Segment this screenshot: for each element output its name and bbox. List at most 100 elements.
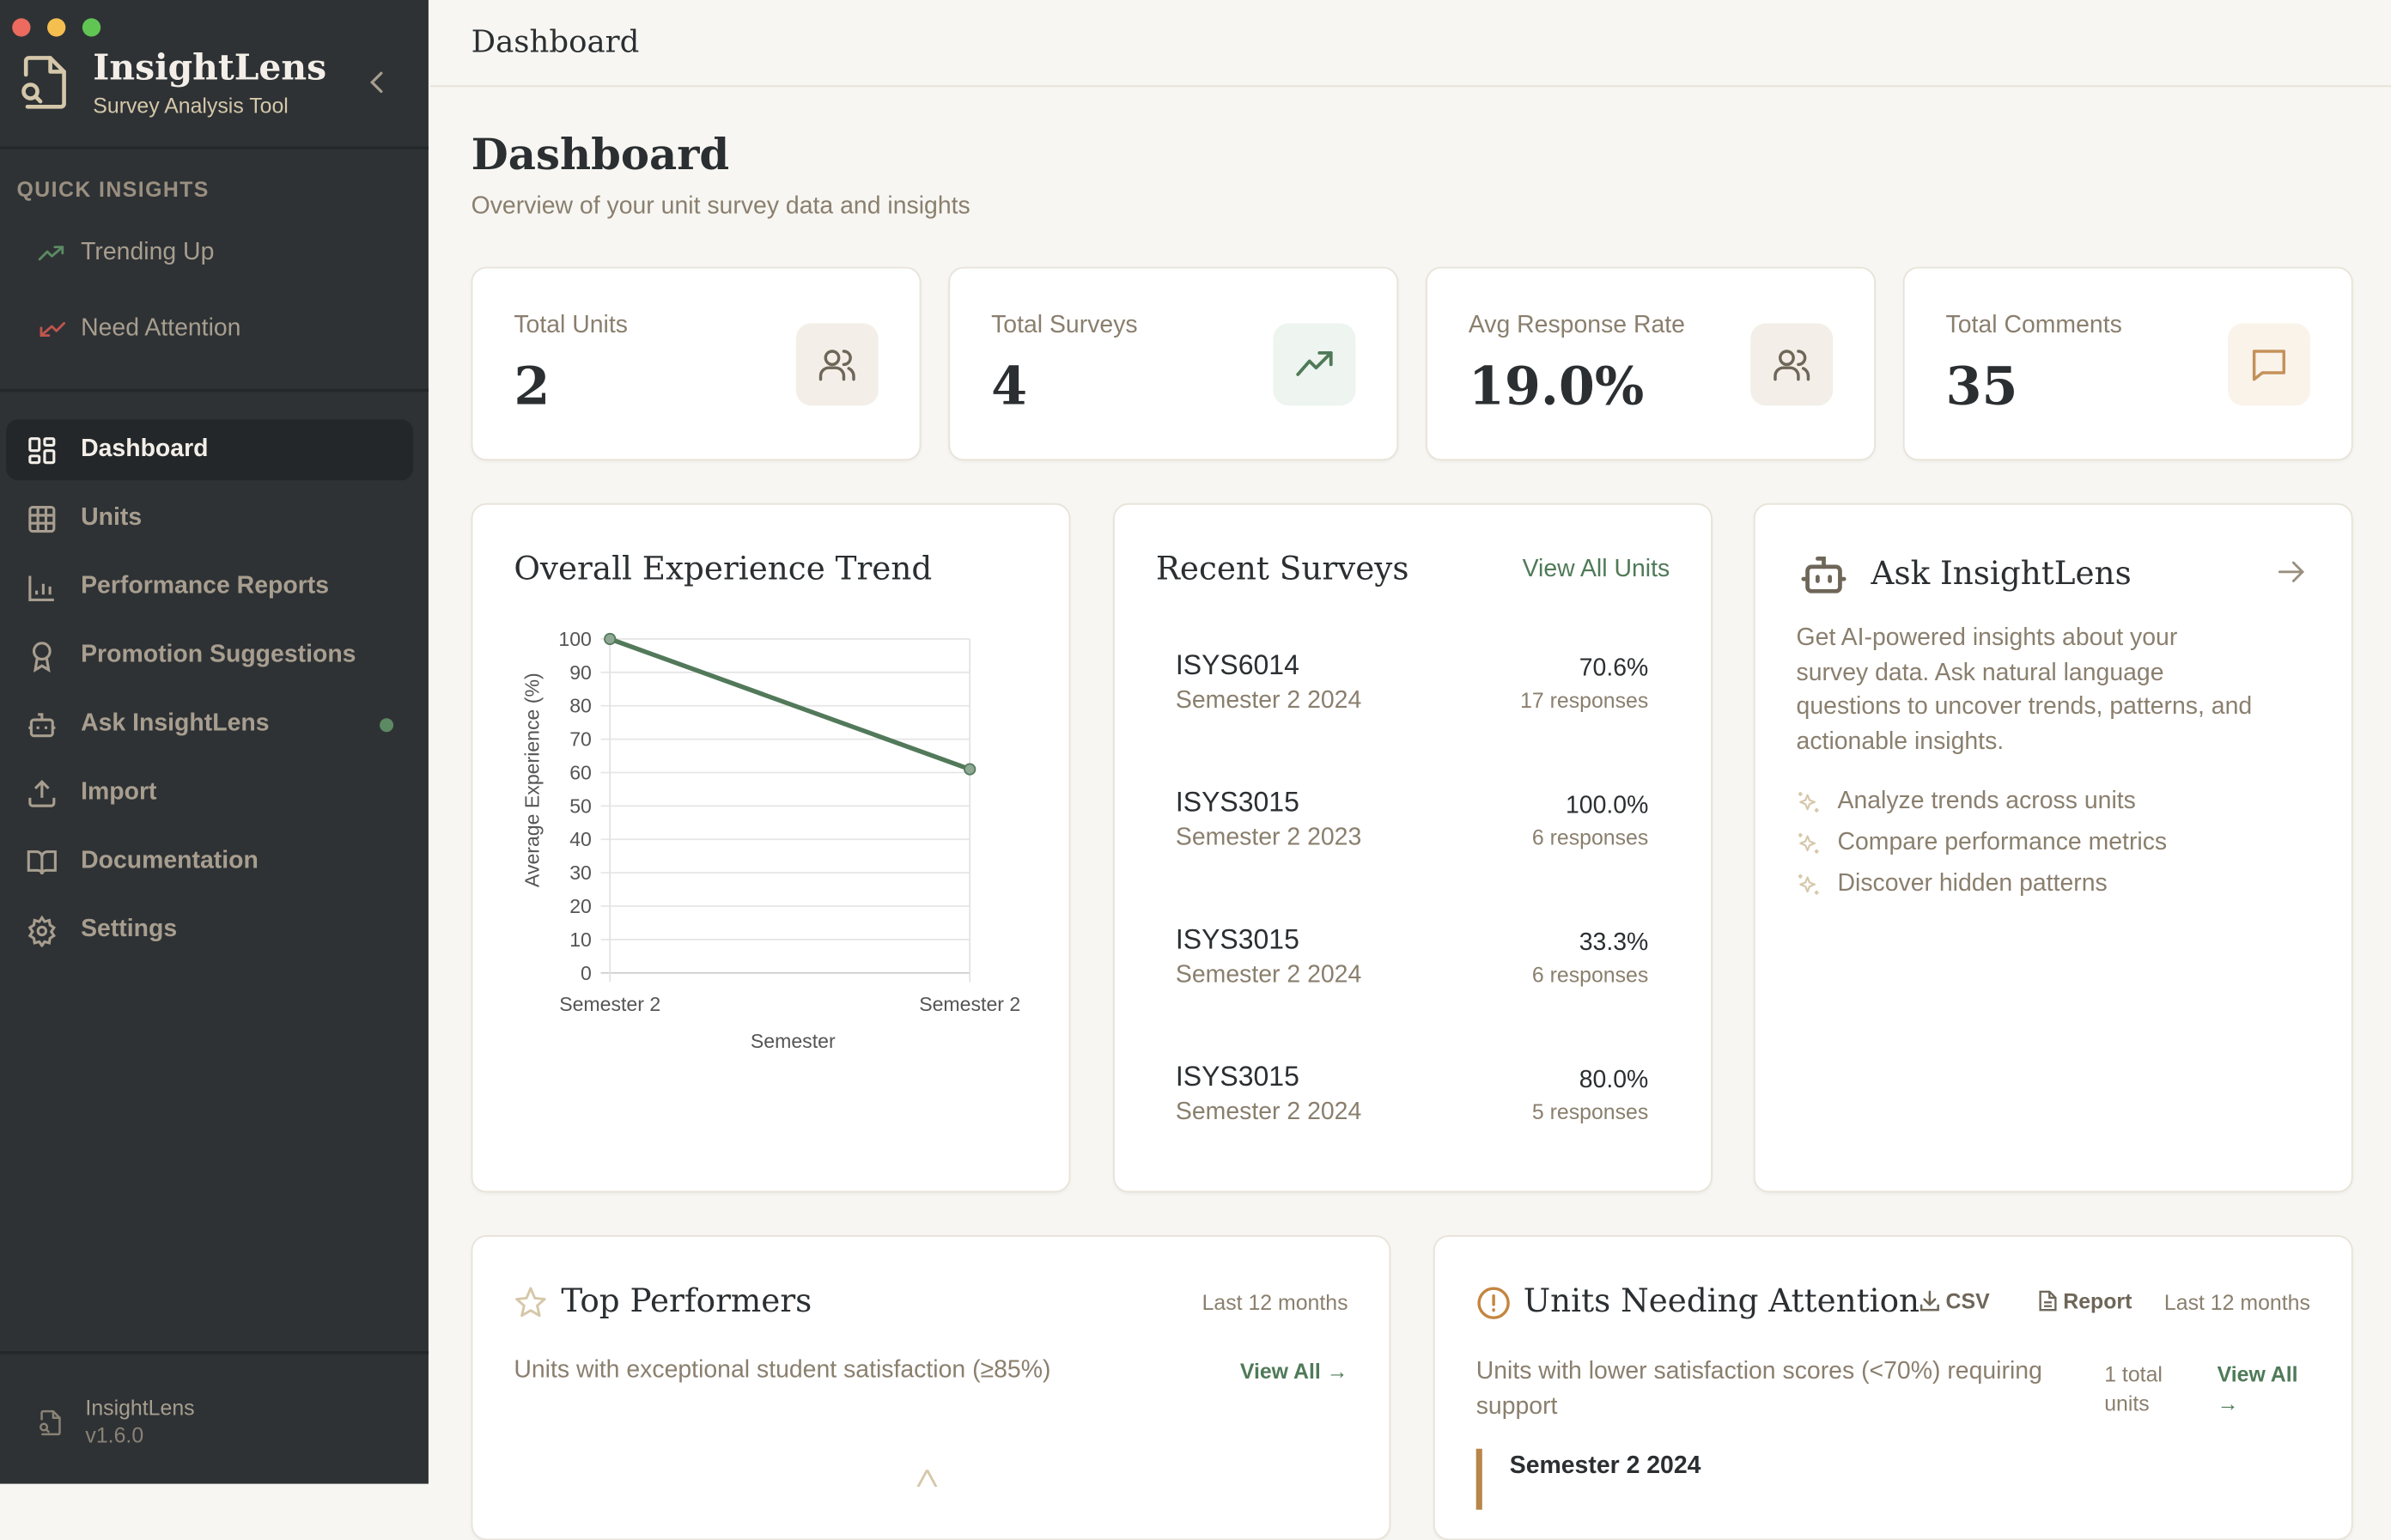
ask-feature-label: Analyze trends across units: [1837, 788, 2136, 815]
total-units-count: 1 total units: [2104, 1361, 2163, 1415]
survey-semester: Semester 2 2024: [1175, 687, 1362, 714]
sparkles-icon: [1798, 792, 1819, 813]
book-icon: [27, 849, 57, 874]
ask-feature-label: Compare performance metrics: [1837, 829, 2168, 856]
quick-insights-heading: QUICK INSIGHTS: [16, 176, 210, 202]
survey-responses: 6 responses: [1531, 962, 1649, 987]
sidebar-item-label: Import: [81, 779, 157, 806]
quick-insight-label: Trending Up: [81, 239, 215, 265]
collapse-sidebar-chevron-left-icon[interactable]: [366, 70, 387, 94]
sidebar-item-promotion-suggestions[interactable]: Promotion Suggestions: [6, 625, 413, 686]
ask-feature-item: Discover hidden patterns: [1797, 871, 2108, 898]
view-all-units-link[interactable]: View All Units: [1522, 557, 1670, 583]
file-text-icon: [2039, 1290, 2057, 1312]
survey-response-rate: 33.3%: [1579, 930, 1649, 957]
footer-app-name: InsightLens: [85, 1395, 195, 1420]
stat-value: 19.0%: [1468, 356, 1645, 418]
sidebar-item-units[interactable]: Units: [6, 488, 413, 549]
main-content: Dashboard Dashboard Overview of your uni…: [429, 0, 2391, 1540]
sidebar-item-label: Units: [81, 504, 143, 531]
survey-semester: Semester 2 2024: [1175, 1099, 1362, 1126]
sidebar-item-documentation[interactable]: Documentation: [6, 831, 413, 892]
export-report-button[interactable]: Report: [2039, 1288, 2132, 1313]
divider: [0, 146, 429, 149]
arrow-right-icon[interactable]: [2278, 560, 2306, 584]
users-icon: [1750, 323, 1834, 406]
sidebar-item-performance-reports[interactable]: Performance Reports: [6, 557, 413, 618]
divider: [0, 388, 429, 393]
sidebar-item-label: Dashboard: [81, 435, 209, 462]
stat-label: Total Comments: [1945, 312, 2122, 339]
sparkles-icon: [1798, 833, 1819, 854]
status-dot: [380, 718, 394, 733]
sidebar-item-label: Performance Reports: [81, 573, 330, 600]
data-point: [604, 632, 617, 646]
experience-trend-card: Overall Experience Trend 0 10 20 30 40 50 60 70…: [471, 502, 1071, 1193]
sidebar-item-import[interactable]: Import: [6, 763, 413, 824]
y-tick-label: 80: [569, 695, 592, 717]
stat-card-total-units: Total Units 2: [471, 266, 922, 461]
stat-value: 2: [514, 356, 551, 418]
maximize-window-button[interactable]: [82, 18, 101, 37]
sidebar-item-label: Promotion Suggestions: [81, 642, 356, 668]
period-label: Last 12 months: [1202, 1290, 1348, 1315]
card-subtitle: Units with lower satisfaction scores (<7…: [1475, 1358, 2042, 1420]
ask-feature-item: Analyze trends across units: [1797, 788, 2136, 816]
y-tick-label: 70: [569, 728, 592, 751]
y-tick-label: 10: [569, 928, 592, 951]
sidebar-item-ask-insightlens[interactable]: Ask InsightLens: [6, 694, 413, 755]
survey-code: ISYS3015: [1175, 1061, 1299, 1093]
y-tick-label: 60: [569, 761, 592, 783]
y-tick-label: 100: [558, 628, 592, 650]
survey-semester: Semester 2 2023: [1175, 825, 1362, 851]
ask-feature-item: Compare performance metrics: [1797, 829, 2168, 857]
message-icon: [2228, 323, 2310, 406]
y-tick-label: 30: [569, 861, 592, 884]
y-tick-label: 50: [569, 794, 592, 817]
card-title: Ask InsightLens: [1871, 555, 2132, 592]
stat-label: Total Units: [514, 312, 628, 339]
sidebar-item-dashboard[interactable]: Dashboard: [6, 419, 414, 481]
card-title: Top Performers: [561, 1282, 812, 1319]
export-csv-button[interactable]: CSV: [1919, 1288, 1990, 1313]
bar-chart-icon: [28, 575, 54, 601]
stat-value: 35: [1945, 356, 2018, 418]
sidebar-item-label: Ask InsightLens: [81, 710, 270, 737]
survey-code: ISYS3015: [1175, 787, 1299, 818]
app-title: InsightLens: [93, 47, 327, 88]
bot-icon: [28, 712, 56, 737]
stat-value: 4: [991, 356, 1028, 418]
stat-label: Total Surveys: [991, 312, 1138, 339]
report-label: Report: [2063, 1288, 2132, 1313]
close-window-button[interactable]: [12, 18, 31, 37]
trending-down-icon: [40, 321, 65, 338]
view-all-top-performers-link[interactable]: View All →: [1239, 1358, 1348, 1384]
logo-file-search-icon: [21, 56, 66, 109]
trending-up-icon: [1273, 323, 1356, 406]
data-point: [964, 763, 976, 776]
trend-line-chart: 0 10 20 30 40 50 60 70 80 90 100 Semester 2 Semester…: [558, 628, 1020, 1015]
group-accent-bar: [1475, 1448, 1482, 1510]
y-tick-label: 90: [569, 661, 592, 684]
footer-logo-icon: [40, 1409, 61, 1436]
stat-label: Avg Response Rate: [1468, 312, 1685, 339]
ask-insightlens-card[interactable]: Ask InsightLens Get AI-powered insights …: [1753, 502, 2353, 1193]
quick-insight-need-attention[interactable]: Need Attention: [38, 316, 240, 344]
ask-feature-label: Discover hidden patterns: [1837, 870, 2108, 897]
view-all-attention-link[interactable]: View All →: [2217, 1361, 2298, 1415]
app-subtitle: Survey Analysis Tool: [93, 93, 289, 118]
recent-surveys-card: Recent Surveys View All Units ISYS6014 Se…: [1113, 502, 1713, 1193]
y-tick-label: 0: [581, 962, 592, 984]
stat-card-total-comments: Total Comments 35: [1902, 266, 2353, 461]
top-performers-card: Top Performers Last 12 months Units with…: [471, 1235, 1391, 1540]
quick-insight-trending-up[interactable]: Trending Up: [38, 240, 214, 267]
units-needing-attention-card: Units Needing Attention CSV Report Last …: [1433, 1235, 2353, 1540]
period-label: Last 12 months: [2163, 1290, 2310, 1315]
survey-semester: Semester 2 2024: [1175, 962, 1362, 989]
y-axis-title: Average Experience (%): [520, 673, 544, 888]
sidebar-item-settings[interactable]: Settings: [6, 900, 413, 961]
sidebar-item-label: Documentation: [81, 848, 259, 874]
minimize-window-button[interactable]: [47, 18, 66, 37]
survey-responses: 17 responses: [1520, 687, 1649, 713]
survey-response-rate: 70.6%: [1579, 655, 1649, 682]
